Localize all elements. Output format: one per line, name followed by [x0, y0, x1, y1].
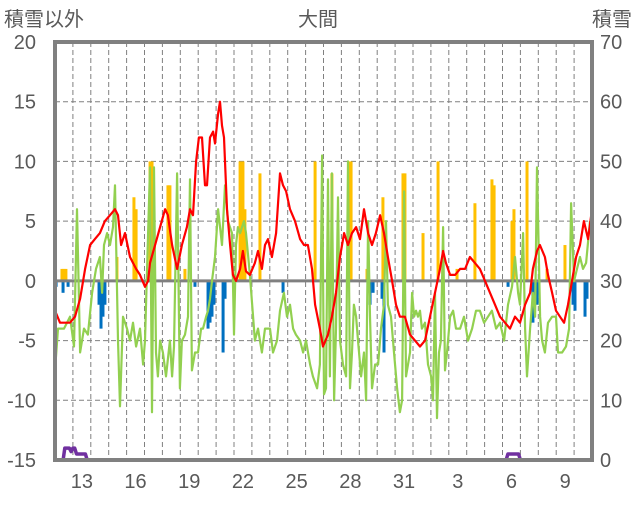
green-line [53, 154, 592, 420]
snowfall-bar [563, 245, 567, 281]
snowfall-bar [313, 161, 317, 281]
y-right-tick-label: 0 [600, 450, 611, 472]
negative-bar [585, 280, 589, 299]
y-right-tick-label: 30 [600, 271, 622, 293]
negative-bar [506, 280, 510, 287]
negative-bar [101, 280, 105, 317]
y-left-tick-label: 20 [14, 32, 36, 54]
y-right-tick-label: 40 [600, 211, 622, 233]
snow-depth-line [55, 446, 592, 462]
x-tick-label: 22 [232, 471, 254, 493]
snowfall-bar [132, 197, 136, 281]
snowfall-bar [421, 233, 425, 281]
negative-bar [212, 280, 216, 305]
right-axis-title: 積雪 [592, 8, 632, 31]
snowfall-bar [349, 161, 353, 281]
x-tick-label: 13 [71, 471, 93, 493]
snowfall-bar [64, 268, 68, 281]
y-right-tick-label: 50 [600, 151, 622, 173]
negative-bar [193, 280, 197, 287]
left-axis-title: 積雪以外 [4, 8, 84, 31]
snowfall-bar [492, 185, 496, 281]
snowfall-bar [183, 268, 187, 281]
snowfall-bar [436, 161, 440, 281]
y-left-tick-label: -5 [18, 331, 36, 353]
y-right-tick-label: 20 [600, 331, 622, 353]
negative-bar [371, 280, 375, 293]
y-left-tick-label: 10 [14, 151, 36, 173]
snowfall-bar [166, 185, 170, 281]
x-tick-label: 19 [178, 471, 200, 493]
negative-bar [380, 280, 384, 299]
y-left-tick-label: 15 [14, 92, 36, 114]
snowfall-bar [150, 161, 154, 281]
snowfall-bar [62, 268, 66, 281]
snowfall-bar [512, 209, 516, 281]
snowfall-bar [134, 209, 138, 281]
negative-bar [535, 280, 539, 305]
negative-bar [221, 280, 225, 353]
negative-bar [210, 280, 214, 317]
chart-title: 大間 [298, 8, 338, 31]
negative-bar [61, 280, 65, 293]
y-right-tick-label: 70 [600, 32, 622, 54]
y-right-tick-label: 60 [600, 92, 622, 114]
x-tick-label: 28 [339, 471, 361, 493]
snowfall-bar [60, 268, 64, 281]
snowfall-bar [473, 203, 477, 281]
negative-bar [583, 280, 587, 317]
negative-bar [66, 280, 70, 287]
negative-bar [573, 280, 577, 311]
snowfall-bar [381, 197, 385, 281]
y-left-tick-label: -15 [7, 450, 36, 472]
snowfall-bar [525, 161, 529, 281]
snowfall-bar [243, 209, 247, 281]
negative-bar [97, 280, 101, 305]
snowfall-bar [510, 221, 514, 281]
negative-bar [382, 280, 386, 353]
negative-bar [223, 280, 227, 299]
x-tick-label: 6 [506, 471, 517, 493]
snowfall-bar [258, 173, 262, 281]
snowfall-bar [455, 268, 459, 281]
x-tick-label: 16 [124, 471, 146, 493]
y-left-tick-label: -10 [7, 390, 36, 412]
negative-bar [99, 280, 103, 329]
negative-bar [103, 280, 107, 305]
red-line [53, 100, 594, 348]
plot-frame [53, 40, 594, 462]
negative-bar [571, 280, 575, 305]
x-tick-label: 25 [286, 471, 308, 493]
y-left-tick-label: 0 [25, 271, 36, 293]
x-tick-label: 3 [452, 471, 463, 493]
snowfall-bar [238, 161, 242, 281]
snowfall-bar [490, 179, 494, 281]
negative-bar [281, 280, 285, 293]
y-right-tick-label: 10 [600, 390, 622, 412]
series-lines [53, 100, 594, 462]
y-left-tick-label: 5 [25, 211, 36, 233]
x-tick-label: 9 [560, 471, 571, 493]
x-tick-label: 31 [393, 471, 415, 493]
